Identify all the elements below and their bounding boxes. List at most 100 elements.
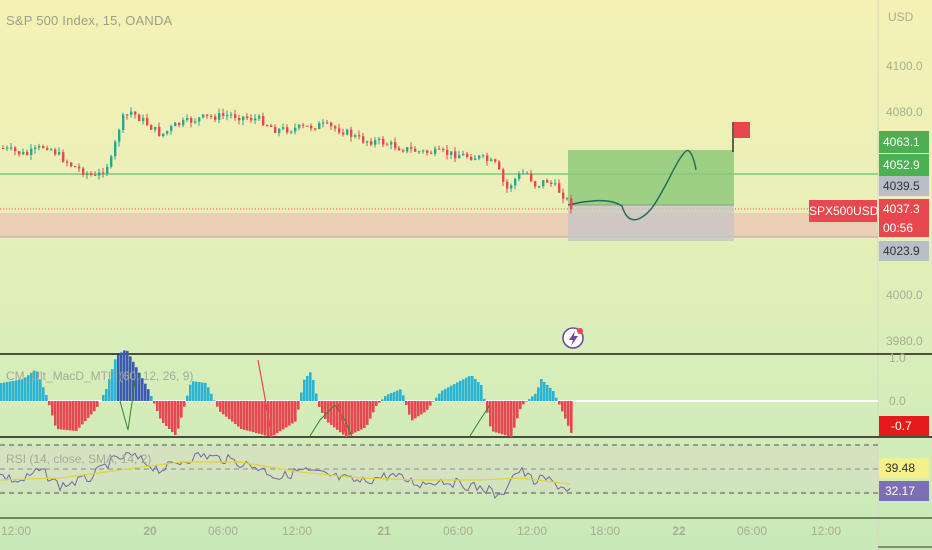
price-candle xyxy=(334,126,337,129)
rsi-ma-value-tag: 39.48 xyxy=(879,458,929,478)
macd-histogram-bar xyxy=(54,401,57,426)
macd-histogram-bar xyxy=(72,401,75,431)
price-candle xyxy=(38,146,41,148)
macd-histogram-bar xyxy=(495,401,498,433)
price-candle xyxy=(10,147,13,149)
price-candle xyxy=(290,131,293,133)
price-candle xyxy=(118,129,121,142)
macd-histogram-bar xyxy=(288,401,291,426)
macd-histogram-bar xyxy=(18,379,21,401)
rsi-indicator-label[interactable]: RSI (14, close, SMA, 14, 2) xyxy=(6,452,152,466)
macd-histogram-bar xyxy=(459,380,462,401)
price-candle xyxy=(46,147,49,150)
x-axis-label: 06:00 xyxy=(207,524,239,538)
price-candle xyxy=(554,183,557,185)
macd-histogram-bar xyxy=(474,379,477,401)
y-axis-label-4080: 4080.0 xyxy=(886,105,923,119)
macd-histogram-bar xyxy=(273,401,276,436)
price-candle xyxy=(126,114,129,116)
price-candle xyxy=(342,132,345,135)
macd-histogram-bar xyxy=(435,397,438,401)
price-candle xyxy=(258,116,261,119)
macd-histogram-bar xyxy=(168,401,171,429)
macd-histogram-bar xyxy=(240,401,243,429)
price-candle xyxy=(338,128,341,133)
macd-histogram-bar xyxy=(186,395,189,401)
macd-histogram-bar xyxy=(351,401,354,434)
macd-indicator-label[interactable]: CM_Ult_MacD_MTF (60, 12, 26, 9) xyxy=(6,369,194,383)
price-candle xyxy=(510,185,513,189)
macd-histogram-bar xyxy=(243,401,246,430)
macd-histogram-bar xyxy=(87,401,90,418)
price-candle xyxy=(242,116,245,121)
macd-histogram-bar xyxy=(213,400,216,401)
loss-zone xyxy=(568,205,734,241)
macd-histogram-bar xyxy=(480,385,483,401)
x-axis-label: 22 xyxy=(672,524,686,538)
price-candle xyxy=(206,114,209,116)
macd-histogram-bar xyxy=(249,401,252,432)
macd-histogram-bar xyxy=(258,401,261,434)
macd-histogram-bar xyxy=(138,372,141,401)
macd-histogram-bar xyxy=(102,395,105,401)
macd-signal-line xyxy=(119,374,137,431)
take-profit-price-tag: 4052.9 xyxy=(879,154,929,176)
price-candle xyxy=(90,173,93,176)
macd-histogram-bar xyxy=(477,382,480,401)
price-candle xyxy=(130,111,133,115)
macd-histogram-bar xyxy=(324,401,327,419)
price-candle xyxy=(366,141,369,143)
macd-histogram-bar xyxy=(15,380,18,401)
price-candle xyxy=(114,141,117,157)
macd-signal-line xyxy=(309,404,353,437)
macd-histogram-bar xyxy=(558,401,561,405)
macd-histogram-bar xyxy=(222,401,225,415)
x-axis-label: 12:00 xyxy=(281,524,313,538)
last-price-tag: 4037.3 xyxy=(879,199,929,219)
macd-histogram-bar xyxy=(384,396,387,401)
price-candle xyxy=(98,172,101,176)
price-candle xyxy=(26,152,29,155)
price-candle xyxy=(202,114,205,118)
price-candle xyxy=(330,122,333,127)
macd-histogram-bar xyxy=(180,401,183,418)
price-candle xyxy=(230,114,233,116)
macd-histogram-bar xyxy=(285,401,288,428)
price-candle xyxy=(146,118,149,126)
price-candle xyxy=(406,147,409,152)
macd-histogram-bar xyxy=(105,389,108,401)
price-candle xyxy=(450,151,453,155)
price-candle xyxy=(362,136,365,143)
x-axis-label: 12:00 xyxy=(0,524,32,538)
macd-histogram-bar xyxy=(147,389,150,401)
price-candle xyxy=(354,135,357,137)
macd-histogram-bar xyxy=(537,387,540,401)
level-price-tag: 4039.5 xyxy=(879,176,929,196)
price-candle xyxy=(154,126,157,130)
macd-histogram-bar xyxy=(318,401,321,407)
macd-histogram-bar xyxy=(90,401,93,415)
price-candle xyxy=(398,148,401,151)
macd-histogram-bar xyxy=(171,401,174,432)
price-candle xyxy=(54,149,57,155)
notification-dot xyxy=(577,328,583,334)
price-candle xyxy=(102,172,105,174)
macd-histogram-bar xyxy=(417,401,420,417)
y-axis-label-3980: 3980.0 xyxy=(886,334,923,348)
macd-histogram-bar xyxy=(21,379,24,401)
price-candle xyxy=(530,173,533,182)
price-candle xyxy=(346,129,349,135)
macd-histogram-bar xyxy=(132,361,135,401)
macd-histogram-bar xyxy=(402,395,405,401)
macd-histogram-bar xyxy=(9,381,12,401)
y-axis-label-4100: 4100.0 xyxy=(886,59,923,73)
price-candle xyxy=(526,173,529,175)
price-candle xyxy=(214,116,217,120)
macd-histogram-bar xyxy=(282,401,285,430)
macd-histogram-bar xyxy=(6,381,9,401)
macd-histogram-bar xyxy=(141,378,144,401)
rsi-value-tag: 32.17 xyxy=(879,481,929,501)
macd-histogram-bar xyxy=(219,401,222,412)
